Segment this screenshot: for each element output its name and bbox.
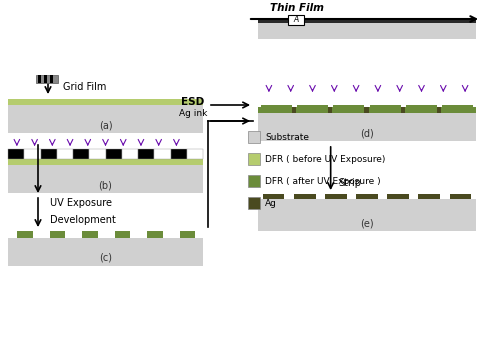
Bar	[8, 238, 203, 266]
Bar	[147, 231, 162, 238]
Bar	[248, 131, 260, 143]
Bar	[8, 99, 203, 105]
Bar	[105, 149, 122, 159]
Bar	[57, 149, 73, 159]
Text: (c): (c)	[99, 253, 112, 263]
Bar	[187, 149, 203, 159]
Bar	[122, 149, 138, 159]
Bar	[325, 194, 347, 199]
Text: (d): (d)	[360, 128, 374, 138]
Text: Ag ink: Ag ink	[179, 108, 207, 118]
Bar	[258, 23, 476, 39]
Text: (e): (e)	[360, 218, 374, 228]
Text: ESD: ESD	[181, 97, 205, 107]
Bar	[38, 75, 41, 83]
Bar	[328, 107, 332, 113]
Text: (b): (b)	[99, 180, 112, 190]
Text: Development: Development	[50, 215, 116, 225]
Bar	[36, 75, 58, 83]
Text: UV Exposure: UV Exposure	[50, 198, 112, 208]
Bar	[418, 194, 440, 199]
Text: (a): (a)	[99, 120, 112, 130]
Bar	[258, 19, 476, 23]
Bar	[248, 153, 260, 165]
Bar	[437, 107, 441, 113]
Bar	[294, 194, 315, 199]
Bar	[17, 231, 33, 238]
Bar	[369, 105, 401, 113]
Bar	[406, 105, 437, 113]
Bar	[8, 105, 203, 133]
Text: Strip: Strip	[339, 178, 362, 188]
Bar	[248, 197, 260, 209]
Bar	[40, 149, 57, 159]
Bar	[356, 194, 378, 199]
Bar	[180, 231, 195, 238]
Bar	[387, 194, 409, 199]
Text: A: A	[294, 15, 298, 25]
Bar	[8, 165, 203, 193]
Bar	[248, 175, 260, 187]
Bar	[401, 107, 405, 113]
Bar	[89, 149, 105, 159]
Bar	[258, 199, 476, 231]
Text: Thin Film: Thin Film	[270, 3, 324, 13]
Text: Grid Film: Grid Film	[63, 82, 106, 92]
Bar	[450, 194, 471, 199]
Bar	[138, 149, 154, 159]
Bar	[442, 105, 473, 113]
Bar	[258, 113, 476, 141]
Bar	[44, 75, 47, 83]
Bar	[115, 231, 130, 238]
Bar	[8, 159, 203, 165]
Bar	[50, 231, 65, 238]
Bar	[364, 107, 368, 113]
Bar	[50, 75, 53, 83]
Bar	[154, 149, 171, 159]
Bar	[333, 105, 364, 113]
Bar	[292, 107, 296, 113]
Bar	[262, 194, 284, 199]
Bar	[8, 149, 24, 159]
Bar	[73, 149, 89, 159]
Bar	[24, 149, 40, 159]
Bar	[258, 107, 476, 113]
Text: Ag: Ag	[265, 198, 277, 208]
Text: Substrate: Substrate	[265, 133, 309, 142]
Text: DFR ( after UV Exposure ): DFR ( after UV Exposure )	[265, 177, 381, 186]
Bar	[82, 231, 98, 238]
Text: DFR ( before UV Exposure): DFR ( before UV Exposure)	[265, 154, 385, 163]
Bar	[171, 149, 187, 159]
Bar	[288, 15, 304, 25]
Bar	[260, 105, 292, 113]
Bar	[297, 105, 328, 113]
